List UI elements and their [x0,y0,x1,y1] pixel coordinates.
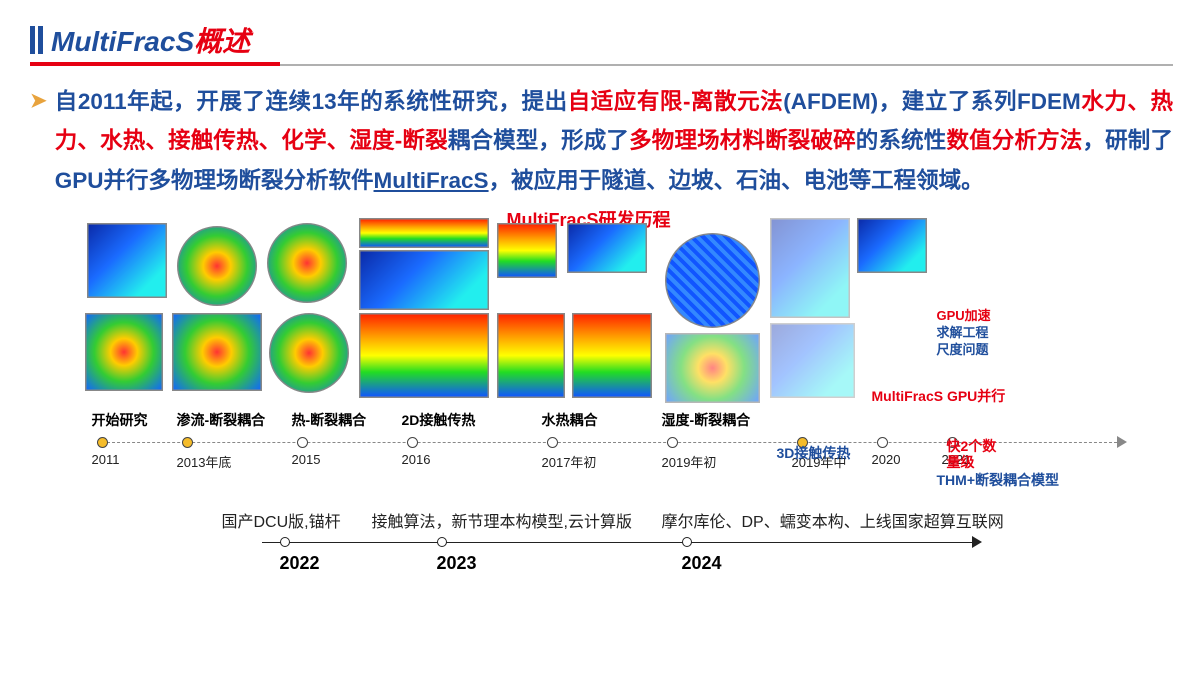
para-segment: MultiFracS [374,168,489,193]
gpu-parallel-label: MultiFracS GPU并行 [872,386,1006,406]
para-segment: 自2011年起，开展了连续13年的系统性研究，提出 [55,89,568,114]
timeline-node-year: 2016 [402,452,431,467]
slide-title: MultiFracS概述 [51,20,250,60]
simulation-thumbnail [497,223,557,278]
timeline-node-label: 热-断裂耦合 [292,410,367,430]
timeline-node-dot [97,437,108,448]
label-speedup-2: 量级 [947,452,975,472]
simulation-thumbnail [497,313,565,398]
timeline-secondary-line [262,542,972,543]
simulation-thumbnail [567,223,647,273]
timeline-node-dot [877,437,888,448]
simulation-thumbnail [177,226,257,306]
para-segment: 数值分析方法 [946,128,1082,153]
timeline-node-year: 2020 [872,452,901,467]
para-segment: ，被应用于隧道、边坡、石油、电池等工程领域。 [489,168,984,193]
timeline-node-year: 2013年底 [177,452,232,471]
history-figure: MultiFracS研发历程 MultiFracs Mult GPU加速求解工程… [77,218,1127,478]
timeline2-dot [437,537,447,547]
timeline-node-year: 2017年初 [542,452,597,471]
timeline2-desc: 摩尔库伦、DP、蠕变本构、上线国家超算互联网 [662,508,1004,532]
simulation-thumbnail [359,313,489,398]
timeline-node-year: 2015 [292,452,321,467]
timeline-node-dot [297,437,308,448]
title-part-blue: MultiFracS [51,26,194,57]
para-segment: 多物理场材料断裂破碎 [629,128,856,153]
simulation-thumbnail [359,218,489,248]
para-segment: 耦合模型，形成了 [448,128,629,153]
timeline2-year: 2022 [280,553,320,574]
timeline2-year: 2024 [682,553,722,574]
para-segment: 自适应有限-离散元法 [568,89,784,114]
timeline-node-year: 2011 [92,452,120,467]
timeline-node-label: 2D接触传热 [402,410,476,430]
side-label: 求解工程 [937,325,991,342]
title-part-red: 概述 [194,26,250,57]
simulation-thumbnail [857,218,927,273]
timeline-node-label: 渗流-断裂耦合 [177,410,266,430]
timeline2-year: 2023 [437,553,477,574]
timeline-secondary: 国产DCU版,锚杆接触算法，新节理本构模型,云计算版摩尔库伦、DP、蠕变本构、上… [222,508,982,578]
timeline-node-label: 开始研究 [92,410,148,430]
title-accent-bars [30,26,43,54]
simulation-thumbnail [770,323,855,398]
timeline-primary-arrow-icon [1117,436,1127,448]
timeline-secondary-arrow-icon [972,536,982,548]
simulation-thumbnail [665,233,760,328]
timeline-node-label: 湿度-断裂耦合 [662,410,751,430]
side-label: 尺度问题 [937,342,991,359]
timeline-node-year: 2019年初 [662,452,717,471]
para-segment: 的系统性 [856,128,947,153]
simulation-thumbnail [85,313,163,391]
summary-paragraph-row: ➤ 自2011年起，开展了连续13年的系统性研究，提出自适应有限-离散元法(AF… [30,82,1173,200]
timeline-node-dot [667,437,678,448]
title-underline [30,62,280,66]
simulation-thumbnail [770,218,850,318]
timeline2-dot [280,537,290,547]
timeline-node-dot [407,437,418,448]
simulation-thumbnail [87,223,167,298]
timeline2-dot [682,537,692,547]
summary-paragraph: 自2011年起，开展了连续13年的系统性研究，提出自适应有限-离散元法(AFDE… [55,82,1173,200]
label-thm: THM+断裂耦合模型 [937,470,1060,490]
simulation-thumbnail [267,223,347,303]
slide-title-row: MultiFracS概述 [30,20,1173,66]
simulation-thumbnail [665,333,760,403]
timeline-node-dot [182,437,193,448]
label-3d-contact: 3D接触传热 [777,443,851,463]
para-segment: (AFDEM)，建立了系列FDEM [783,89,1081,114]
timeline-node-label: 水热耦合 [542,410,598,430]
simulation-thumbnail [359,250,489,310]
timeline-node-dot [547,437,558,448]
simulation-thumbnail [172,313,262,391]
side-label: GPU加速 [937,308,991,325]
simulation-thumbnail [572,313,652,398]
simulation-thumbnail [269,313,349,393]
timeline2-desc: 接触算法，新节理本构模型,云计算版 [372,508,632,532]
gpu-side-labels: GPU加速求解工程尺度问题 [937,308,991,359]
timeline2-desc: 国产DCU版,锚杆 [222,508,341,532]
bullet-icon: ➤ [30,82,47,120]
